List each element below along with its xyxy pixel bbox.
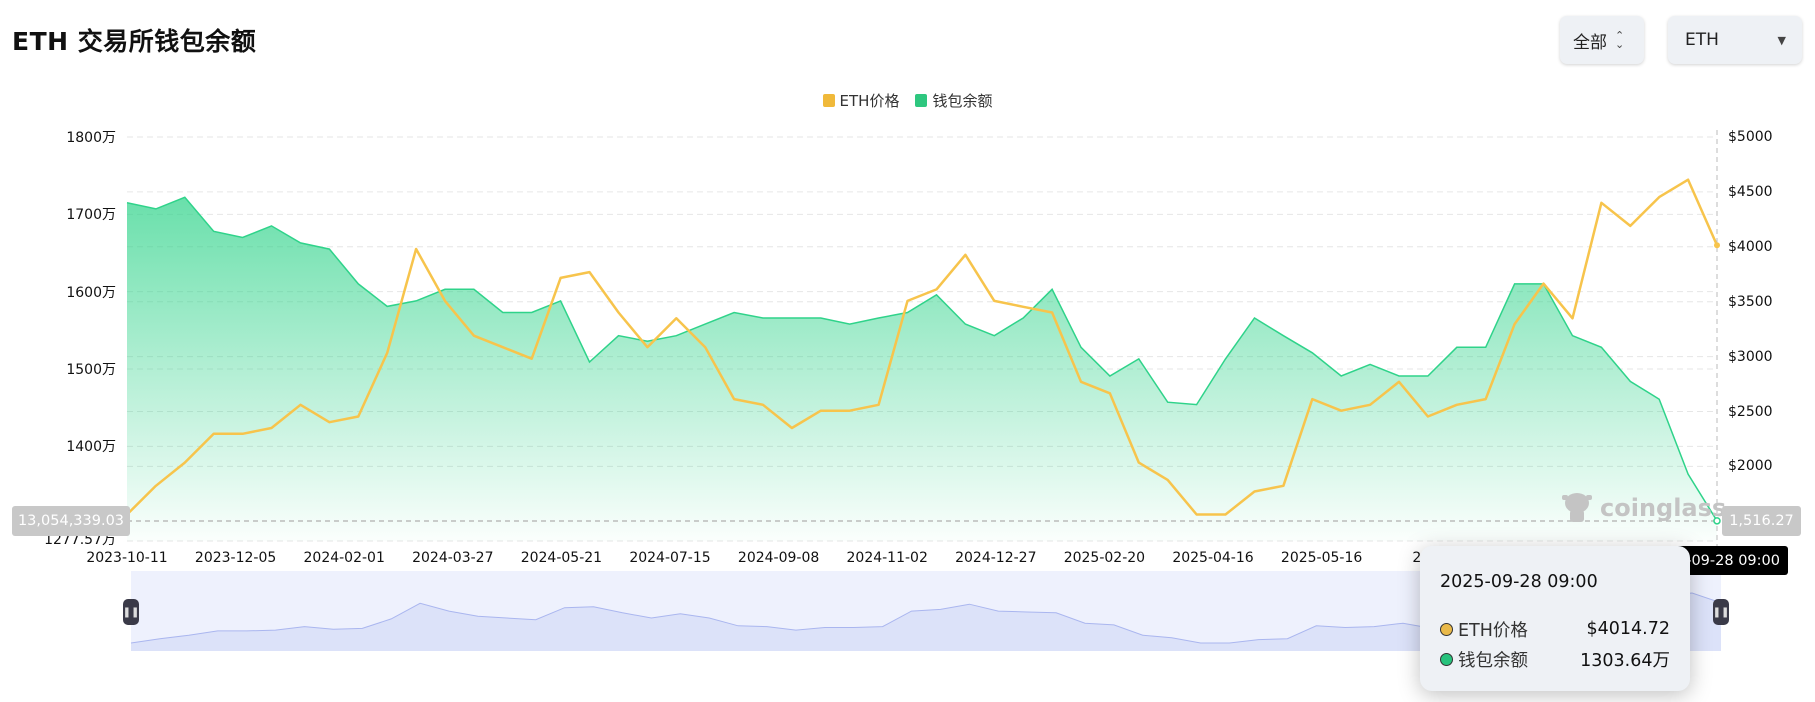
x-tick-label: 2023-12-05 [194, 550, 277, 566]
tooltip-balance-label: 钱包余额 [1458, 650, 1528, 671]
y-right-tick-label: $5000 [1728, 129, 1773, 145]
tooltip-date: 2025-09-28 09:00 [1440, 572, 1598, 592]
coinglass-watermark: coinglass [1560, 490, 1726, 526]
y-right-tick-label: $4000 [1728, 238, 1773, 255]
range-select-label: 全部 [1573, 32, 1607, 53]
tooltip-price-value: $4014.72 [1586, 619, 1670, 639]
x-tick-label: 2024-09-08 [737, 550, 820, 566]
y-right-tick-label: $2500 [1728, 403, 1773, 420]
page-title: ETH 交易所钱包余额 [12, 27, 257, 56]
legend-swatch-balance [915, 94, 928, 107]
x-tick-label: 2025-04-16 [1172, 550, 1254, 566]
coin-select-label: ETH [1685, 30, 1719, 50]
legend-item-price[interactable]: ETH价格 [822, 90, 900, 111]
balance-area [127, 197, 1717, 542]
navigator-area [131, 593, 1721, 651]
y-right-tick-label: $3000 [1728, 348, 1773, 365]
x-tick-label: 2024-02-01 [303, 550, 385, 566]
x-tick-label: 2024-07-15 [629, 550, 711, 566]
y-left-tick-label: 1400万 [66, 439, 116, 456]
x-tick-label: 2025-02-20 [1063, 550, 1146, 566]
x-tick-label: 2024-05-21 [520, 550, 603, 566]
caret-down-icon: ▼ [1777, 33, 1786, 47]
range-select[interactable]: 全部 ⌃ ⌄ [1560, 16, 1644, 64]
crosshair-right-value: 1,516.27 [1722, 506, 1801, 536]
y-left-tick-label: 1800万 [66, 130, 116, 146]
legend-item-balance[interactable]: 钱包余额 [915, 90, 992, 111]
crosshair-left-value: 13,054,339.03 [12, 506, 130, 536]
balance-dot-icon [1440, 652, 1453, 666]
tooltip-price-label: ETH价格 [1458, 620, 1528, 641]
y-left-tick-label: 1500万 [66, 361, 116, 378]
price-point-marker [1714, 242, 1720, 249]
pause-grip-icon: ❚❚ [122, 606, 140, 618]
legend-label-balance: 钱包余额 [932, 92, 993, 110]
watermark-text: coinglass [1600, 494, 1727, 522]
up-down-chevron-icon: ⌃ ⌄ [1615, 29, 1625, 51]
y-left-tick-label: 1600万 [66, 284, 116, 301]
navigator-left-handle[interactable]: ❚❚ [123, 599, 139, 625]
balance-point-marker [1713, 517, 1721, 525]
x-tick-label: 2024-12-27 [955, 550, 1037, 566]
y-left-tick-label: 1700万 [66, 207, 116, 224]
y-left-min-label: 1277.57万 [44, 532, 116, 548]
chart-legend: ETH价格 钱包余额 [0, 90, 1815, 111]
legend-label-price: ETH价格 [839, 92, 900, 110]
chart-tooltip: 2025-09-28 09:00 ETH价格 $4014.72 钱包余额 130… [1420, 546, 1690, 691]
y-right-tick-label: $2000 [1728, 458, 1773, 475]
x-tick-label: 2023-10-11 [86, 550, 168, 566]
price-dot-icon [1440, 622, 1453, 636]
tooltip-row-price: ETH价格 $4014.72 [1440, 614, 1670, 644]
navigator-right-handle[interactable]: ❚❚ [1713, 599, 1729, 625]
price-line [126, 178, 1719, 516]
pause-grip-icon: ❚❚ [1712, 606, 1730, 618]
tooltip-row-balance: 钱包余额 1303.64万 [1440, 644, 1670, 674]
coin-select[interactable]: ETH ▼ [1668, 16, 1802, 64]
x-tick-label: 2025-05-16 [1280, 550, 1363, 566]
y-right-tick-label: $4500 [1728, 183, 1773, 200]
legend-swatch-price [822, 94, 835, 107]
balance-line [126, 196, 1718, 522]
x-tick-label: 2024-11-02 [846, 550, 928, 566]
x-tick-label: 2024-03-27 [412, 550, 494, 566]
y-right-tick-label: $3500 [1728, 293, 1773, 310]
coinglass-logo-icon [1562, 493, 1592, 522]
tooltip-balance-value: 1303.64万 [1580, 650, 1670, 671]
